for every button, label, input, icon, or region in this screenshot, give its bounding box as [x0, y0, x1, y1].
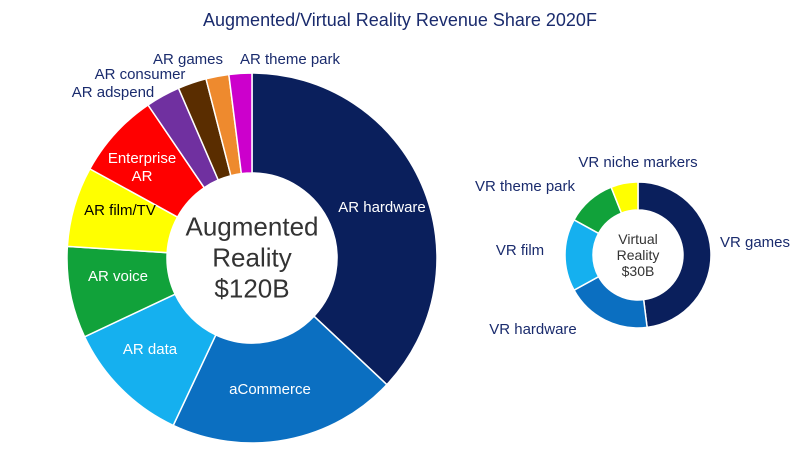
slice-label: VR niche markers — [578, 154, 698, 171]
slice-label: AR hardware — [338, 199, 426, 216]
slice-label: VR film — [495, 242, 545, 259]
donut-slice — [227, 72, 253, 175]
donut-slice — [172, 315, 388, 444]
slice-label: AR games — [152, 51, 224, 68]
slice-label: VR hardware — [489, 321, 577, 338]
center-label: Virtual — [618, 231, 658, 247]
center-label: Reality — [616, 247, 660, 263]
slice-label: Enterprise AR — [107, 150, 177, 185]
center-label: $30B — [621, 263, 655, 279]
slice-label: AR data — [122, 341, 178, 358]
slice-label: AR consumer — [94, 66, 186, 83]
slice-label: VR theme park — [474, 178, 576, 195]
chart-title: Augmented/Virtual Reality Revenue Share … — [203, 10, 597, 30]
donut-slice — [610, 181, 639, 215]
center-label: $120B — [214, 273, 290, 304]
slice-label: VR games — [719, 234, 791, 251]
slice-label: AR adspend — [71, 84, 155, 101]
slice-label: AR film/TV — [84, 202, 156, 219]
donut-slice — [251, 72, 438, 386]
slice-label: aCommerce — [229, 381, 311, 398]
slice-label: AR theme park — [239, 51, 341, 68]
center-label: Reality — [212, 242, 292, 273]
donut-slice — [637, 181, 712, 329]
center-label: Augmented — [185, 211, 319, 242]
slice-label: AR voice — [87, 268, 149, 285]
